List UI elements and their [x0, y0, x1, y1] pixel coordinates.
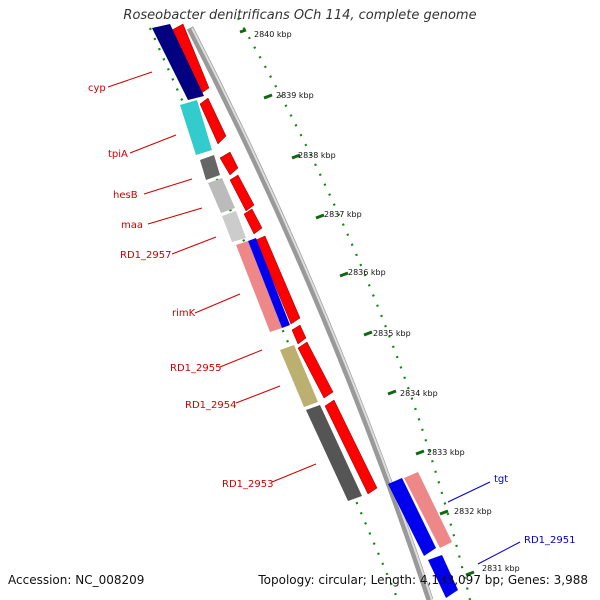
genome-backbone-highlight: [191, 27, 433, 600]
gene-arrow-maa-forward: [229, 174, 255, 212]
gene-arrow-rimK-forward: [255, 235, 301, 325]
gene-label-maa: maa: [121, 220, 143, 231]
gene-label-rimK: rimK: [172, 308, 196, 319]
label-leaders: [107, 71, 317, 483]
gene-rimK-blue: [248, 238, 290, 328]
gene-tgt-pink: [404, 472, 452, 548]
gene-label-RD1-2951: RD1_2951: [524, 535, 575, 546]
gene-2951: [428, 555, 458, 598]
gene-label-hesB: hesB: [113, 190, 138, 201]
scale-ticks: [239, 28, 475, 577]
gene-label-cyp: cyp: [88, 83, 106, 94]
gene-hesB-shade: [200, 155, 220, 180]
scale-label-2831: 2831 kbp: [482, 564, 520, 573]
gene-maa: [222, 211, 246, 242]
scale-label-2837: 2837 kbp: [324, 210, 362, 219]
gene-label-RD1-2955: RD1_2955: [170, 363, 221, 374]
gene-tgt: [388, 478, 436, 556]
gene-label-tgt: tgt: [494, 474, 508, 485]
gene-label-RD1-2957: RD1_2957: [120, 250, 171, 261]
map-title: Roseobacter denitrificans OCh 114, compl…: [123, 8, 477, 23]
gene-label-RD1-2954: RD1_2954: [185, 400, 236, 411]
scale-label-2836: 2836 kbp: [348, 268, 386, 277]
genome-backbone: [186, 26, 434, 600]
label-leader-tgt: [447, 481, 491, 503]
scale-label-2834: 2834 kbp: [400, 389, 438, 398]
gene-arrow-2954-forward: [297, 341, 334, 399]
gene-2954: [280, 345, 318, 407]
gene-rimK-pink: [236, 241, 282, 332]
genome-summary-text: Topology: circular; Length: 4,133,097 bp…: [258, 573, 588, 587]
gene-arrow-2957a-forward: [243, 208, 263, 235]
scale-label-2840: 2840 kbp: [254, 30, 292, 39]
scale-label-2832: 2832 kbp: [454, 507, 492, 516]
gene-label-RD1-2953: RD1_2953: [222, 479, 273, 490]
gene-label-tpiA: tpiA: [108, 149, 128, 160]
gene-2953: [306, 405, 362, 501]
gene-arrow-2955-forward: [291, 324, 307, 345]
gene-arrow-hesB-forward: [219, 151, 239, 176]
gene-arrow-2953-forward: [324, 399, 378, 495]
scale-label-2839: 2839 kbp: [276, 91, 314, 100]
gene-arrow-tpiA-forward: [199, 97, 227, 145]
scale-label-2833: 2833 kbp: [427, 448, 465, 457]
gene-tpiA: [180, 100, 212, 155]
scale-label-2835: 2835 kbp: [373, 329, 411, 338]
accession-text: Accession: NC_008209: [8, 573, 145, 587]
label-leader-2951: [477, 541, 521, 565]
gene-cyp: [152, 24, 204, 100]
gene-hesB: [208, 178, 235, 213]
scale-label-2838: 2838 kbp: [298, 151, 336, 160]
